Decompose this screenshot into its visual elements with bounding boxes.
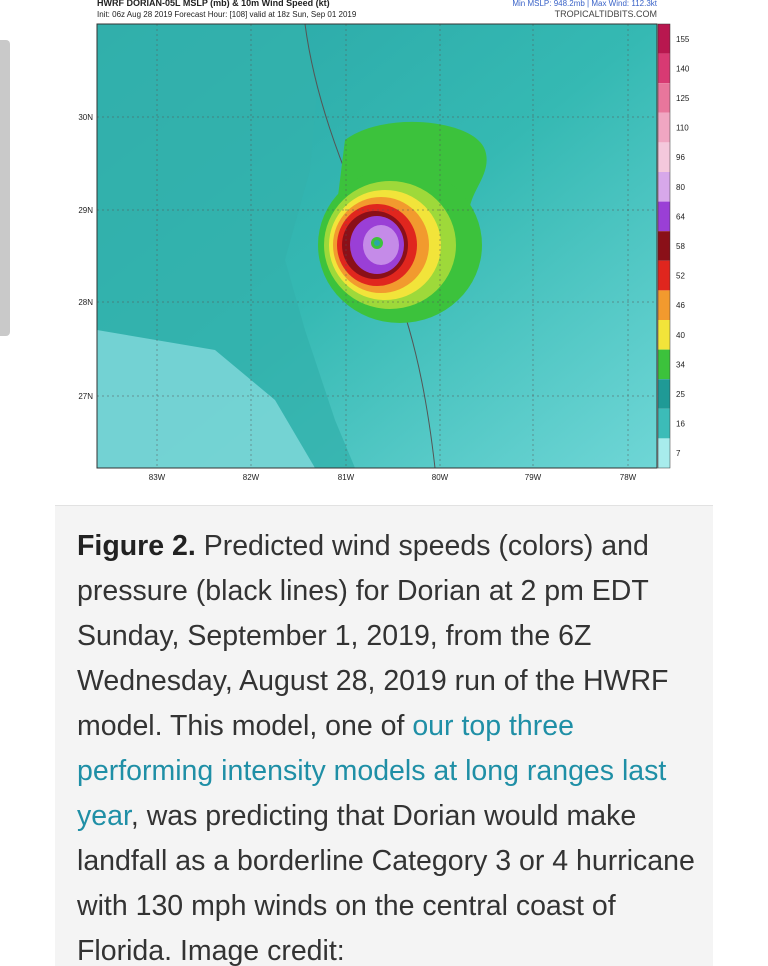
lat-label: 27N [78, 392, 93, 401]
colorbar-segment [658, 142, 670, 172]
colorbar-label: 96 [676, 153, 685, 162]
colorbar-label: 64 [676, 212, 685, 221]
colorbar-segment [658, 408, 670, 439]
colorbar-segment [658, 172, 670, 202]
colorbar-label: 52 [676, 272, 685, 281]
lon-label: 80W [432, 473, 449, 482]
colorbar-segment [658, 260, 670, 291]
colorbar-label: 25 [676, 390, 685, 399]
lat-label: 30N [78, 113, 93, 122]
lat-lon-grid: 30N 29N 28N 27N 83W 82W 81W 80W 79W 78W [78, 24, 657, 482]
colorbar-segment [658, 83, 670, 113]
colorbar-label: 7 [676, 449, 681, 458]
colorbar: 155 140 125 110 96 80 64 58 52 46 40 34 25 16 7 [657, 23, 690, 469]
colorbar-label: 46 [676, 301, 685, 310]
hurricane [318, 121, 487, 323]
gulf-area [97, 330, 315, 468]
colorbar-segment [658, 438, 670, 468]
caption-link[interactable]: our top three performing intensity model… [77, 710, 667, 832]
map-init: Init: 06z Aug 28 2019 Forecast Hour: [10… [97, 10, 357, 19]
map-figure: 30N 29N 28N 27N 83W 82W 81W 80W 79W 78W HWRF DORI… [55, 0, 713, 506]
figure-caption: Figure 2. Predicted wind speeds (colors)… [77, 524, 697, 966]
colorbar-label: 58 [676, 242, 685, 251]
caption-label: Figure 2. [77, 530, 196, 562]
colorbar-label: 80 [676, 183, 685, 192]
colorbar-label: 125 [676, 94, 690, 103]
lon-label: 82W [243, 473, 260, 482]
side-tab[interactable] [0, 40, 10, 336]
map-image: 30N 29N 28N 27N 83W 82W 81W 80W 79W 78W HWRF DORI… [78, 0, 690, 482]
lon-label: 78W [620, 473, 637, 482]
colorbar-segment [658, 349, 670, 380]
colorbar-label: 155 [676, 35, 690, 44]
lon-label: 79W [525, 473, 542, 482]
colorbar-segment [658, 201, 670, 232]
colorbar-segment [658, 231, 670, 261]
colorbar-label: 40 [676, 331, 685, 340]
map-source: TROPICALTIDBITS.COM [555, 9, 657, 19]
colorbar-label: 140 [676, 64, 690, 73]
colorbar-label: 34 [676, 360, 685, 369]
colorbar-segment [658, 379, 670, 409]
lat-label: 29N [78, 206, 93, 215]
colorbar-frame [657, 23, 671, 469]
caption-text: , was predicting that Dorian would make … [77, 800, 695, 966]
map-stats: Min MSLP: 948.2mb | Max Wind: 112.3kt [512, 0, 657, 8]
lat-label: 28N [78, 298, 93, 307]
lon-label: 81W [338, 473, 355, 482]
map-title: HWRF DORIAN-05L MSLP (mb) & 10m Wind Spe… [97, 0, 330, 8]
plot-frame [96, 23, 658, 469]
colorbar-segment [658, 24, 670, 54]
lon-label: 83W [149, 473, 166, 482]
colorbar-segment [658, 290, 670, 320]
colorbar-segment [658, 112, 670, 143]
colorbar-label: 110 [676, 124, 689, 133]
colorbar-label: 16 [676, 420, 685, 429]
caption-text: Predicted wind speeds (colors) and press… [77, 530, 669, 742]
colorbar-segment [658, 320, 670, 350]
colorbar-segment [658, 53, 670, 84]
